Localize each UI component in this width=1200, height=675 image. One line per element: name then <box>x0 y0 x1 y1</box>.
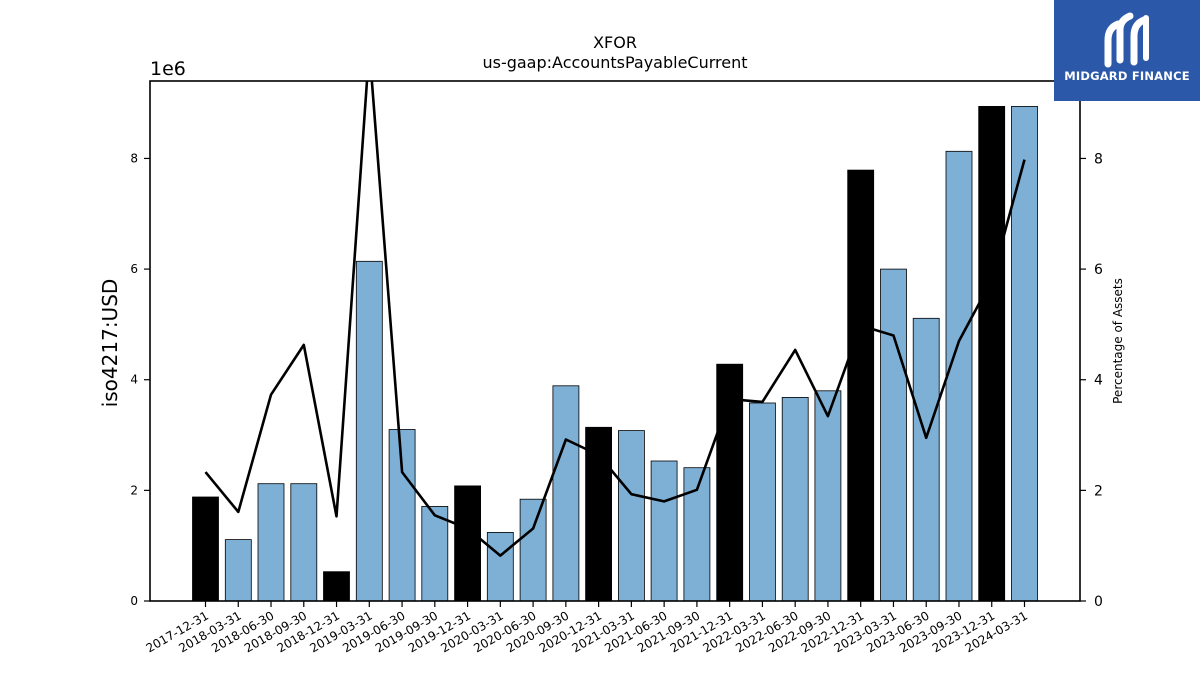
bar-2018-03-31 <box>224 539 252 602</box>
bar-2019-03-31 <box>355 260 383 602</box>
chart-subtitle: us-gaap:AccountsPayableCurrent <box>482 53 747 72</box>
bar-2019-12-31 <box>454 485 482 602</box>
chart-title: XFOR <box>593 33 637 52</box>
y2-tick-label: 2 <box>1094 483 1103 499</box>
bar-2024-03-31 <box>1011 106 1038 602</box>
y2-tick-label: 8 <box>1094 151 1103 167</box>
bar-2022-09-30 <box>814 390 842 602</box>
bar-2019-06-30 <box>388 429 416 602</box>
logo-text: MIDGARD FINANCE <box>1064 69 1190 83</box>
bar-2021-06-30 <box>650 460 678 602</box>
bar-2022-06-30 <box>781 396 809 602</box>
bar-2021-12-31 <box>716 363 744 602</box>
bars <box>192 106 1038 602</box>
y2-axis-label: Percentage of Assets <box>1111 278 1125 404</box>
bar-2018-09-30 <box>290 483 318 602</box>
bar-2023-03-31 <box>880 268 907 602</box>
bar-2018-06-30 <box>257 483 285 602</box>
pct-assets-line <box>204 81 1026 557</box>
y-tick-label: 6 <box>130 262 138 276</box>
bar-2020-06-30 <box>519 498 547 602</box>
midgard-logo-icon <box>1104 12 1149 68</box>
bar-2023-06-30 <box>912 317 940 602</box>
bar-2021-03-31 <box>618 430 645 602</box>
bar-2023-12-31 <box>978 106 1006 602</box>
bar-2017-12-31 <box>192 496 219 602</box>
bar-2018-12-31 <box>323 571 350 602</box>
plot-frame <box>149 80 1081 602</box>
bar-2020-12-31 <box>585 426 612 602</box>
y-tick-label: 0 <box>130 594 138 608</box>
y-tick-label: 4 <box>130 373 138 387</box>
brand-logo: MIDGARD FINANCE <box>1054 0 1200 101</box>
y2-tick-label: 0 <box>1094 594 1103 610</box>
bar-2022-03-31 <box>749 402 776 602</box>
bar-2020-09-30 <box>552 385 580 602</box>
y-scale-label: 1e6 <box>150 58 186 80</box>
y-tick-label: 8 <box>130 151 138 165</box>
y-tick-label: 2 <box>130 483 138 497</box>
line-layer <box>204 81 1026 557</box>
y2-tick-label: 4 <box>1094 373 1103 389</box>
bar-2022-12-31 <box>847 169 875 602</box>
bar-2020-03-31 <box>486 532 514 602</box>
y-axis-label: iso4217:USD <box>98 279 122 408</box>
bar-2019-09-30 <box>421 505 449 602</box>
bar-2023-09-30 <box>945 150 973 602</box>
y2-tick-label: 6 <box>1094 262 1103 278</box>
